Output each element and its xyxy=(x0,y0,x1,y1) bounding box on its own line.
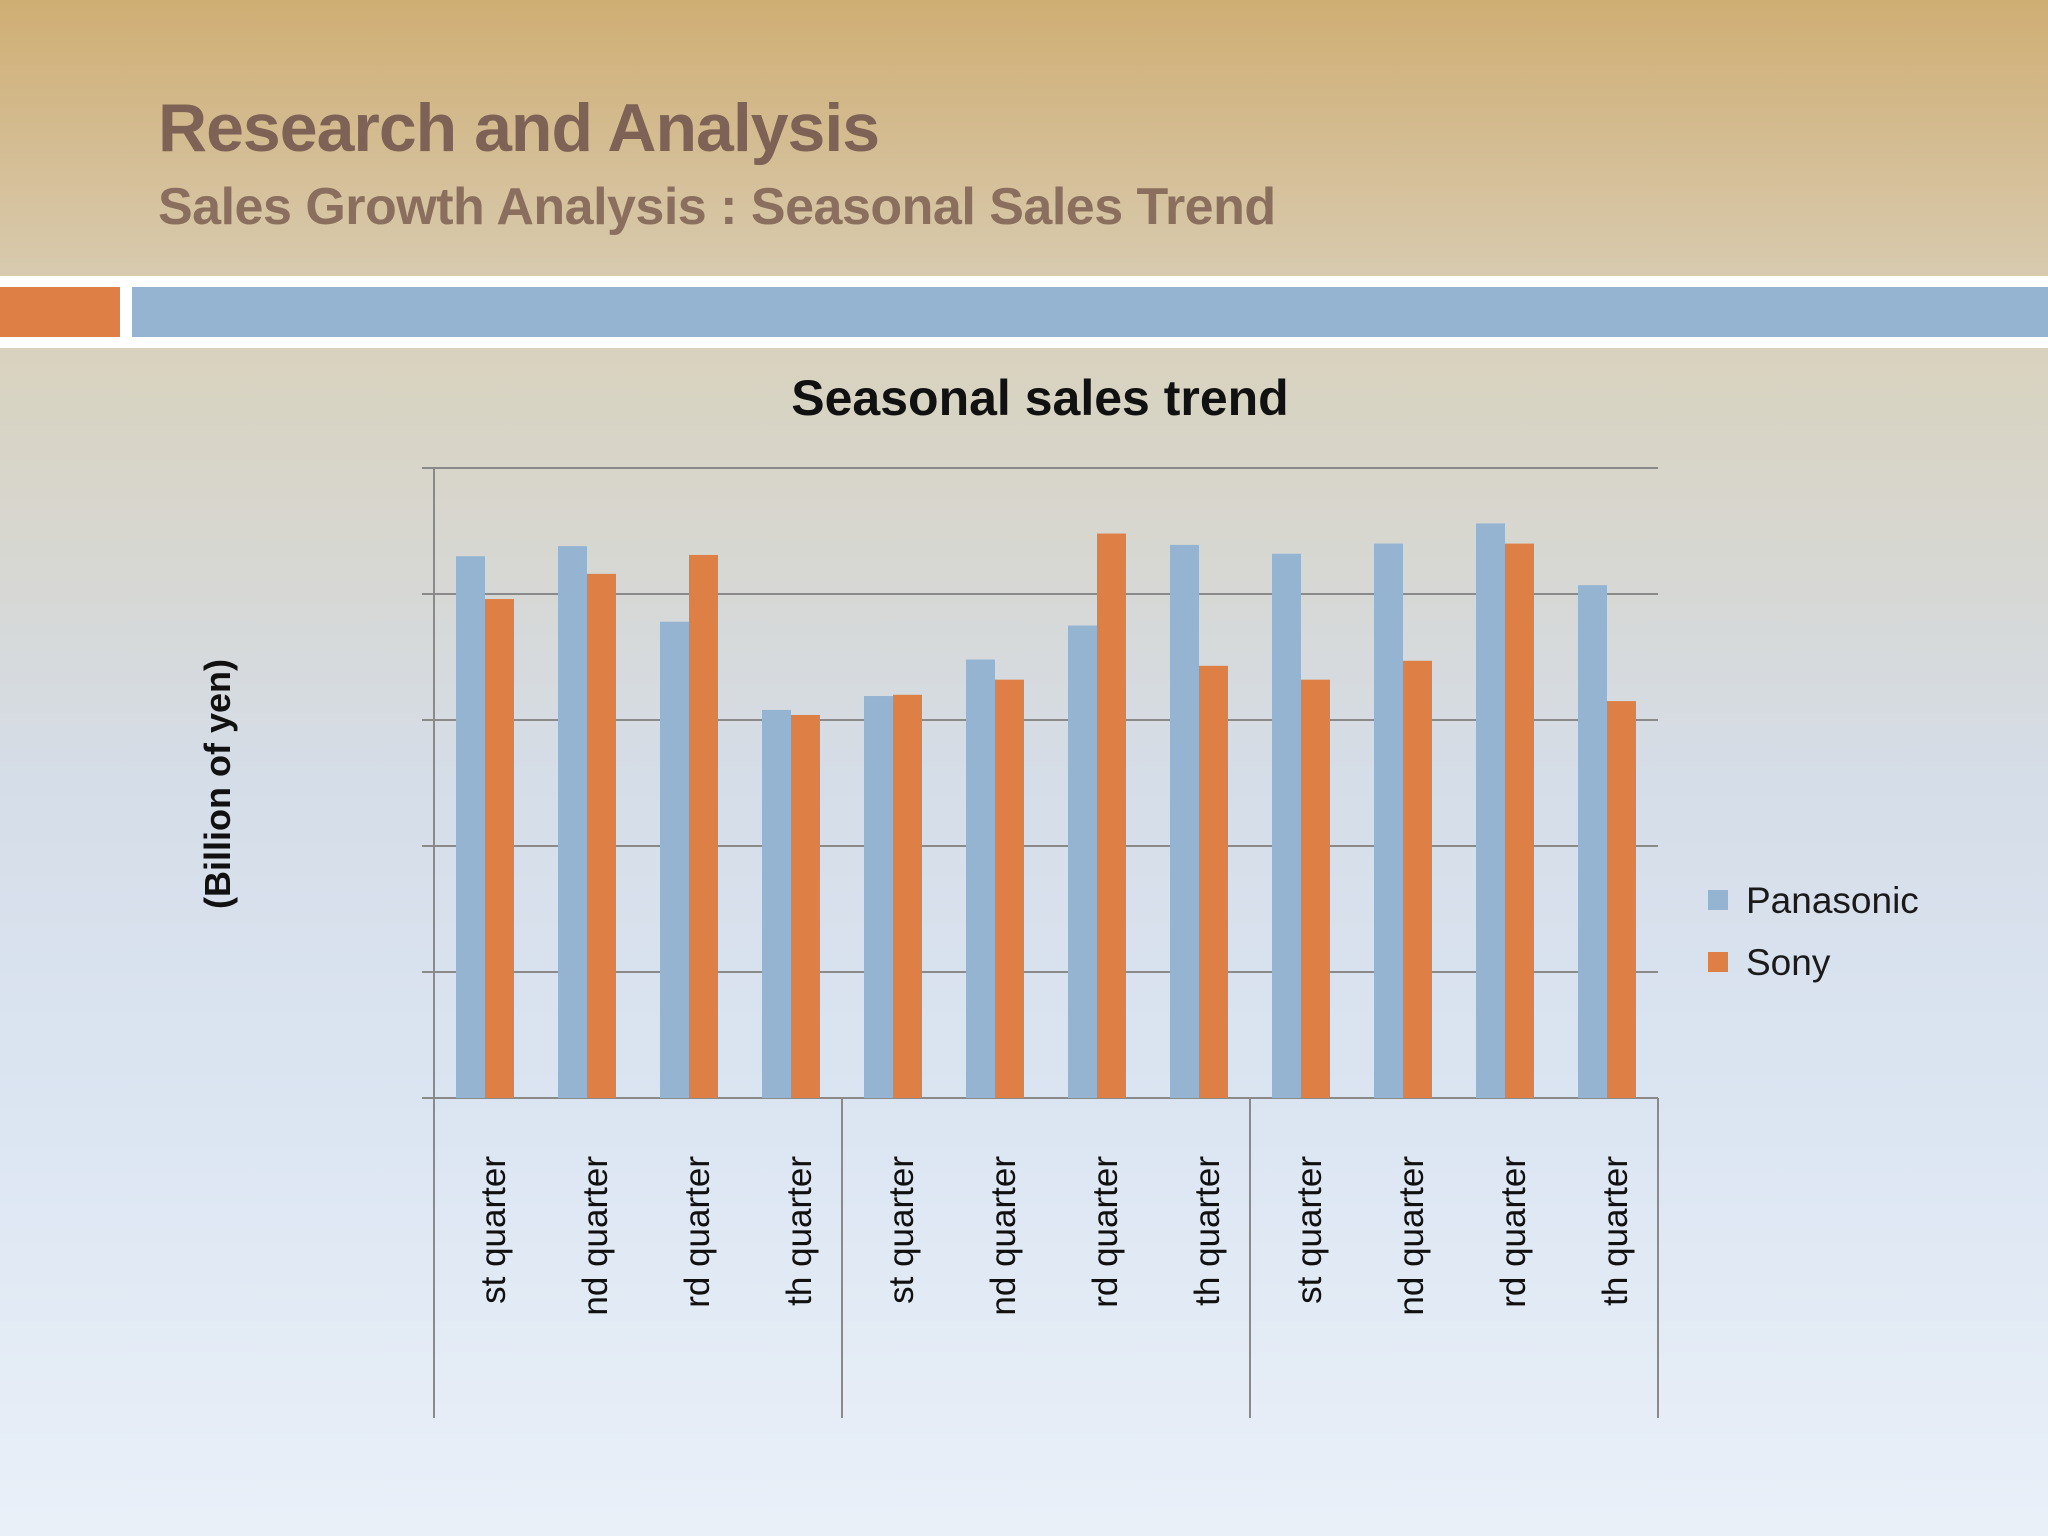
x-tick-label-4: th quarter xyxy=(780,1156,819,1306)
bar-panasonic-2 xyxy=(558,546,587,1098)
x-tick-label-5: st quarter xyxy=(882,1156,921,1304)
bars xyxy=(456,523,1636,1098)
y-axis-label: (Billion of yen) xyxy=(197,659,238,909)
x-tick-label-8: th quarter xyxy=(1188,1156,1227,1306)
accent-bar-orange xyxy=(0,287,120,337)
bar-panasonic-5 xyxy=(864,696,893,1098)
x-tick-label-1: st quarter xyxy=(474,1156,513,1304)
bar-panasonic-4 xyxy=(762,709,791,1098)
bar-sony-12 xyxy=(1607,701,1636,1098)
x-tick-label-2: nd quarter xyxy=(576,1156,615,1316)
x-tick-label-11: rd quarter xyxy=(1494,1156,1533,1308)
x-tick-label-6: nd quarter xyxy=(984,1156,1023,1316)
legend-label-sony: Sony xyxy=(1746,942,1831,983)
legend: Panasonic Sony xyxy=(1708,880,1919,983)
bar-panasonic-3 xyxy=(660,621,689,1098)
x-tick-label-9: st quarter xyxy=(1290,1156,1329,1304)
bar-sony-2 xyxy=(587,573,616,1098)
axes xyxy=(433,468,1659,1418)
x-tick-label-10: nd quarter xyxy=(1392,1156,1431,1316)
bar-sony-11 xyxy=(1505,543,1534,1098)
accent-bar-blue xyxy=(132,287,2048,337)
bar-panasonic-7 xyxy=(1068,625,1097,1098)
legend-swatch-panasonic xyxy=(1708,890,1728,910)
bar-panasonic-9 xyxy=(1272,553,1301,1098)
x-tick-label-3: rd quarter xyxy=(678,1156,717,1308)
chart-title: Seasonal sales trend xyxy=(791,370,1288,426)
slide-title: Research and Analysis xyxy=(158,90,880,166)
bar-sony-4 xyxy=(791,714,820,1098)
bar-panasonic-8 xyxy=(1170,544,1199,1098)
x-tick-labels: st quarter nd quarter rd quarter th quarter… xyxy=(474,1156,1635,1316)
bar-panasonic-1 xyxy=(456,556,485,1098)
bar-sony-1 xyxy=(485,599,514,1098)
bar-panasonic-6 xyxy=(966,659,995,1098)
bar-sony-3 xyxy=(689,554,718,1098)
bar-panasonic-12 xyxy=(1578,585,1607,1098)
x-tick-label-12: th quarter xyxy=(1596,1156,1635,1306)
bar-sony-7 xyxy=(1097,533,1126,1098)
x-tick-label-7: rd quarter xyxy=(1086,1156,1125,1308)
legend-label-panasonic: Panasonic xyxy=(1746,880,1919,921)
gridlines xyxy=(422,467,1658,1099)
bar-panasonic-10 xyxy=(1374,543,1403,1098)
bar-sony-8 xyxy=(1199,665,1228,1098)
bar-sony-6 xyxy=(995,679,1024,1098)
bar-sony-5 xyxy=(893,694,922,1098)
bar-sony-9 xyxy=(1301,679,1330,1098)
legend-swatch-sony xyxy=(1708,952,1728,972)
bar-sony-10 xyxy=(1403,660,1432,1098)
bar-panasonic-11 xyxy=(1476,523,1505,1098)
slide-subtitle: Sales Growth Analysis : Seasonal Sales T… xyxy=(158,178,1276,236)
